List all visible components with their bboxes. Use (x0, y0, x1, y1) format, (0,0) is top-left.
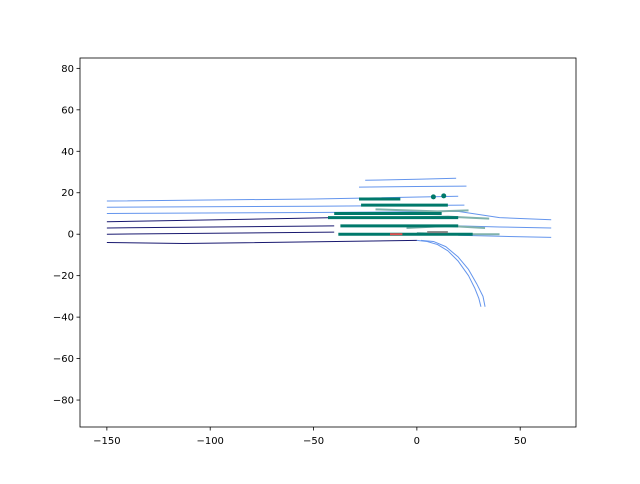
line (106, 239, 417, 245)
y-tick-label: 60 (61, 105, 74, 116)
x-tick-label: 50 (514, 436, 527, 447)
x-tick-label: −50 (303, 436, 324, 447)
line (416, 239, 482, 307)
line (365, 177, 457, 181)
line (420, 239, 486, 307)
y-tick-label: −80 (53, 396, 74, 407)
x-tick-label: −100 (196, 436, 223, 447)
line (106, 217, 335, 223)
y-tick-label: 0 (68, 230, 74, 241)
y-tick-label: −40 (53, 313, 74, 324)
y-tick-label: 20 (61, 188, 74, 199)
x-tick-label: −150 (93, 436, 120, 447)
marker (430, 194, 436, 200)
y-tick-label: 40 (61, 147, 74, 158)
axes-frame (79, 57, 577, 428)
y-tick-label: −60 (53, 354, 74, 365)
y-tick-label: 80 (61, 64, 74, 75)
line (358, 185, 467, 188)
line (106, 231, 335, 235)
marker (441, 193, 447, 199)
line (106, 195, 459, 202)
x-tick-label: 0 (414, 436, 420, 447)
line (106, 225, 335, 229)
y-tick-label: −20 (53, 271, 74, 282)
line (375, 208, 469, 213)
plot-area (106, 177, 552, 307)
